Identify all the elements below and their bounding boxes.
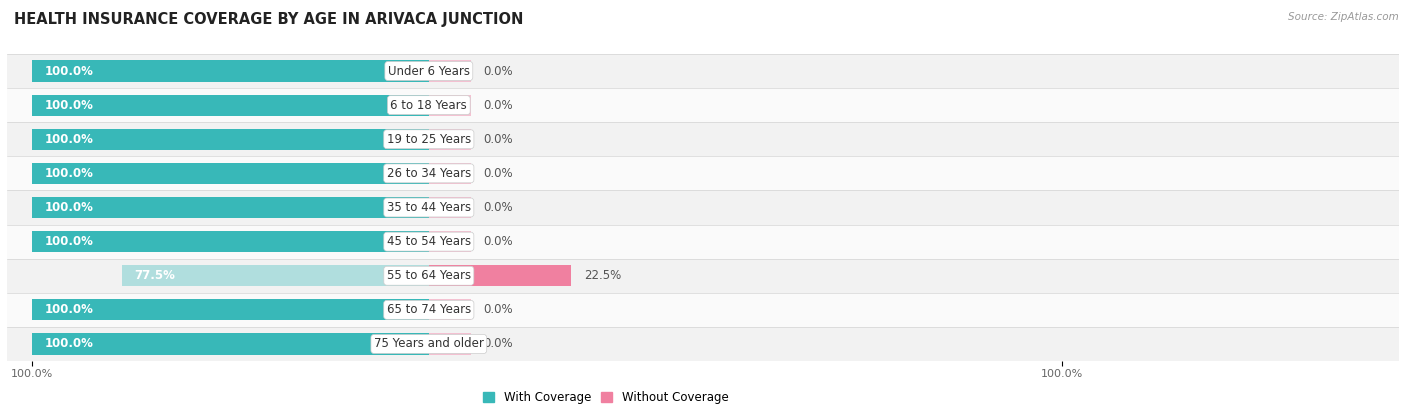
Text: 45 to 54 Years: 45 to 54 Years xyxy=(387,235,471,248)
Text: Source: ZipAtlas.com: Source: ZipAtlas.com xyxy=(1288,12,1399,22)
Bar xyxy=(32,197,429,218)
Bar xyxy=(429,231,471,252)
Text: 75 Years and older: 75 Years and older xyxy=(374,337,484,351)
Text: 100.0%: 100.0% xyxy=(45,201,94,214)
Bar xyxy=(429,61,471,82)
Text: 35 to 44 Years: 35 to 44 Years xyxy=(387,201,471,214)
Legend: With Coverage, Without Coverage: With Coverage, Without Coverage xyxy=(482,391,728,404)
Bar xyxy=(32,333,429,354)
Bar xyxy=(7,225,1399,259)
Bar xyxy=(429,333,471,354)
Text: 0.0%: 0.0% xyxy=(484,99,513,112)
Text: 0.0%: 0.0% xyxy=(484,201,513,214)
Text: 100.0%: 100.0% xyxy=(45,133,94,146)
Text: 0.0%: 0.0% xyxy=(484,64,513,78)
Text: 100.0%: 100.0% xyxy=(45,99,94,112)
Bar xyxy=(32,299,429,320)
Bar xyxy=(429,163,471,184)
Bar xyxy=(7,293,1399,327)
Text: 22.5%: 22.5% xyxy=(583,269,621,282)
Text: 0.0%: 0.0% xyxy=(484,337,513,351)
Bar xyxy=(32,163,429,184)
Text: 19 to 25 Years: 19 to 25 Years xyxy=(387,133,471,146)
Text: Under 6 Years: Under 6 Years xyxy=(388,64,470,78)
Text: 100.0%: 100.0% xyxy=(45,337,94,351)
Bar xyxy=(7,88,1399,122)
Bar xyxy=(7,156,1399,190)
Bar xyxy=(429,95,471,116)
Text: 100.0%: 100.0% xyxy=(45,64,94,78)
Bar xyxy=(32,231,429,252)
Bar xyxy=(32,61,429,82)
Bar xyxy=(32,129,429,150)
Bar xyxy=(429,129,471,150)
Text: 0.0%: 0.0% xyxy=(484,235,513,248)
Bar xyxy=(429,299,471,320)
Bar xyxy=(7,259,1399,293)
Bar xyxy=(429,197,471,218)
Text: 100.0%: 100.0% xyxy=(45,235,94,248)
Text: 0.0%: 0.0% xyxy=(484,133,513,146)
Bar xyxy=(121,265,429,286)
Bar xyxy=(429,265,571,286)
Text: 100.0%: 100.0% xyxy=(45,167,94,180)
Text: 77.5%: 77.5% xyxy=(134,269,176,282)
Text: 65 to 74 Years: 65 to 74 Years xyxy=(387,303,471,316)
Bar xyxy=(7,54,1399,88)
Bar xyxy=(7,327,1399,361)
Bar xyxy=(7,190,1399,225)
Text: 26 to 34 Years: 26 to 34 Years xyxy=(387,167,471,180)
Text: 0.0%: 0.0% xyxy=(484,167,513,180)
Text: 55 to 64 Years: 55 to 64 Years xyxy=(387,269,471,282)
Text: 6 to 18 Years: 6 to 18 Years xyxy=(391,99,467,112)
Bar xyxy=(7,122,1399,156)
Text: 0.0%: 0.0% xyxy=(484,303,513,316)
Text: 100.0%: 100.0% xyxy=(45,303,94,316)
Bar xyxy=(32,95,429,116)
Text: HEALTH INSURANCE COVERAGE BY AGE IN ARIVACA JUNCTION: HEALTH INSURANCE COVERAGE BY AGE IN ARIV… xyxy=(14,12,523,27)
